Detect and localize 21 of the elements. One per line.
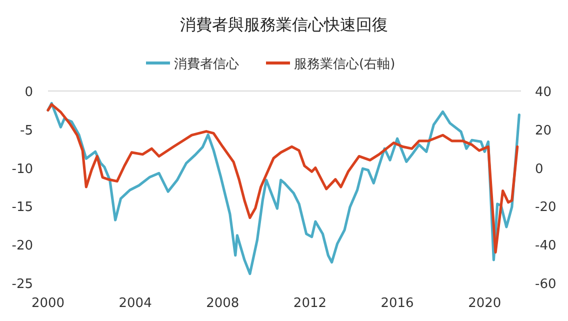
y-tick-label: -5: [20, 123, 33, 138]
y-tick-label: 0: [24, 85, 33, 100]
y-tick-label: -20: [12, 238, 33, 254]
y2-tick-label: 40: [535, 85, 552, 100]
x-tick-label: 2020: [468, 296, 502, 311]
y2-tick-label: -20: [535, 200, 556, 216]
y2-tick-label: 0: [535, 162, 544, 177]
x-tick-label: 2004: [118, 296, 152, 311]
legend-label: 消費者信心: [174, 56, 239, 72]
y2-tick-label: -40: [535, 238, 556, 254]
y-tick-label: -10: [12, 162, 33, 177]
y-tick-label: -25: [12, 277, 33, 292]
x-tick-label: 2008: [206, 296, 240, 311]
x-tick-label: 2000: [31, 296, 65, 311]
x-tick-label: 2012: [293, 296, 327, 311]
x-tick-label: 2016: [380, 296, 414, 311]
chart-title: 消費者與服務業信心快速回復: [180, 15, 388, 34]
y2-tick-label: -60: [535, 277, 556, 292]
legend-label: 服務業信心(右軸): [294, 56, 396, 72]
y2-tick-label: 20: [535, 123, 552, 138]
y-tick-label: -15: [12, 200, 33, 216]
